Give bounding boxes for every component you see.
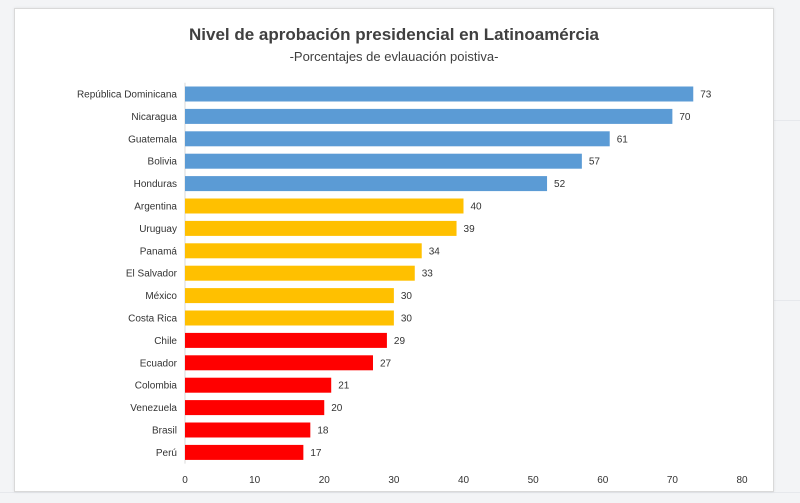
bar	[185, 153, 582, 169]
background-decoration	[772, 120, 800, 121]
bar	[185, 131, 610, 147]
x-tick-label: 20	[319, 475, 331, 486]
x-tick-label: 70	[667, 475, 679, 486]
bar	[185, 176, 548, 192]
x-tick-label: 30	[388, 475, 400, 486]
bar	[185, 332, 387, 348]
bar	[185, 355, 373, 371]
data-label: 39	[464, 224, 476, 235]
category-label: Guatemala	[128, 134, 177, 145]
bar	[185, 220, 457, 236]
category-label: Costa Rica	[128, 314, 177, 325]
bar	[185, 243, 422, 259]
x-tick-label: 60	[597, 475, 609, 486]
x-tick-label: 0	[182, 475, 188, 486]
background-decoration	[0, 492, 800, 493]
category-label: Nicaragua	[131, 112, 177, 123]
bar-chart-plot: República Dominicana 73 Nicaragua 70 Guatema…	[77, 82, 748, 486]
bar	[185, 288, 394, 304]
bar	[185, 422, 311, 438]
data-label: 33	[422, 269, 434, 280]
x-tick-label: 80	[736, 475, 748, 486]
category-label: Venezuela	[130, 403, 177, 414]
x-tick-label: 10	[249, 475, 261, 486]
bar	[185, 265, 415, 281]
category-label: República Dominicana	[77, 90, 177, 101]
data-label: 73	[700, 90, 712, 101]
bar	[185, 444, 304, 460]
bar	[185, 377, 332, 393]
data-label: 70	[679, 112, 691, 123]
data-label: 34	[429, 246, 441, 257]
data-label: 27	[380, 358, 392, 369]
bar	[185, 86, 694, 102]
category-label: Bolivia	[148, 157, 178, 168]
data-label: 52	[554, 179, 566, 190]
data-label: 17	[310, 448, 322, 459]
bar	[185, 198, 464, 214]
data-label: 57	[589, 157, 601, 168]
data-label: 30	[401, 291, 413, 302]
x-tick-label: 40	[458, 475, 470, 486]
bar	[185, 400, 325, 416]
chart-subtitle: -Porcentajes de evlauación poistiva-	[289, 49, 499, 64]
x-tick-label: 50	[528, 475, 540, 486]
category-label: Colombia	[135, 381, 178, 392]
chart-card: Nivel de aprobación presidencial en Lati…	[14, 8, 774, 492]
data-label: 20	[331, 403, 343, 414]
data-label: 21	[338, 381, 350, 392]
category-label: Uruguay	[139, 224, 177, 235]
category-label: Panamá	[140, 246, 178, 257]
category-label: México	[145, 291, 177, 302]
data-label: 18	[317, 426, 329, 437]
data-label: 30	[401, 314, 413, 325]
data-label: 29	[394, 336, 406, 347]
category-label: Ecuador	[140, 358, 178, 369]
category-label: Brasil	[152, 426, 177, 437]
chart-title: Nivel de aprobación presidencial en Lati…	[188, 25, 600, 44]
category-label: El Salvador	[126, 269, 178, 280]
category-label: Chile	[154, 336, 177, 347]
category-label: Perú	[156, 448, 177, 459]
bar	[185, 310, 394, 326]
background-decoration	[772, 300, 800, 301]
bar	[185, 108, 673, 124]
data-label: 40	[471, 202, 483, 213]
category-label: Honduras	[134, 179, 177, 190]
data-label: 61	[617, 134, 629, 145]
category-label: Argentina	[134, 202, 177, 213]
